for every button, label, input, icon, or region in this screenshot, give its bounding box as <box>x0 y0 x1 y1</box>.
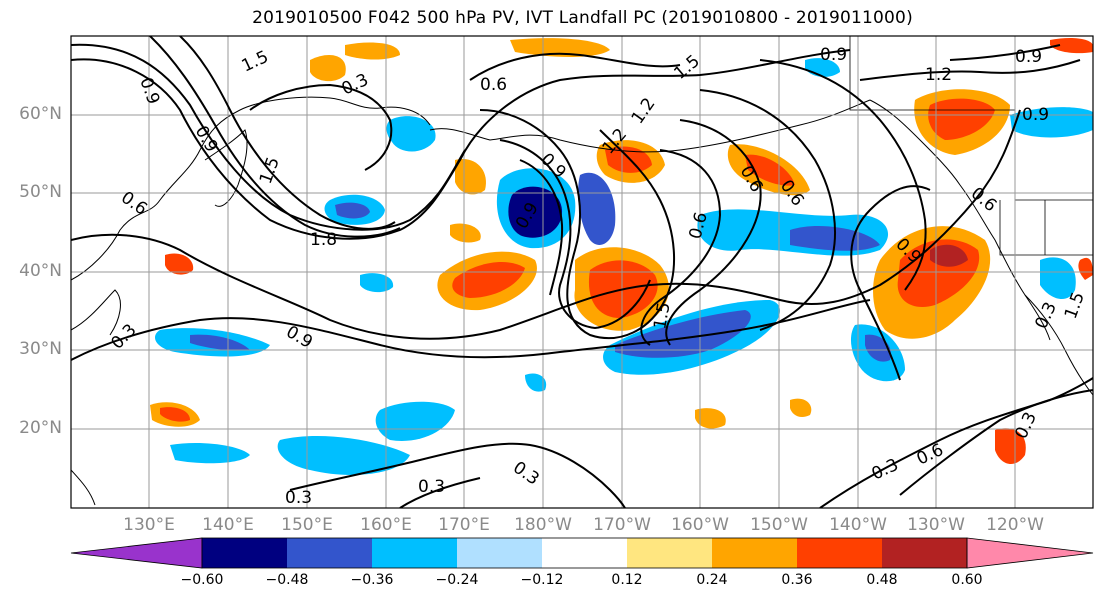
negative-anomaly-region <box>578 172 616 245</box>
contour-label: 0.3 <box>418 477 445 497</box>
positive-anomaly-region <box>165 253 194 275</box>
contour-label: 0.6 <box>480 75 507 95</box>
colorbar-tick-label: −0.60 <box>180 572 224 588</box>
negative-anomaly-core <box>335 202 370 219</box>
positive-anomaly-region <box>310 55 346 82</box>
colorbar-segment <box>457 538 542 568</box>
positive-anomaly-region <box>995 428 1026 465</box>
negative-anomaly-core <box>615 310 751 358</box>
lon-label: 180°W <box>514 515 572 535</box>
lon-label: 130°W <box>907 515 965 535</box>
colorbar-segment <box>797 538 882 568</box>
colorbar-tick-label: 0.48 <box>866 572 898 588</box>
contour-label: 0.3 <box>285 488 312 508</box>
contour-label: 1.2 <box>925 65 952 85</box>
colorbar-tick-label: 0.24 <box>696 572 728 588</box>
lat-label: 30°N <box>19 339 62 359</box>
colorbar-segment <box>882 538 967 568</box>
positive-anomaly-core <box>452 262 525 298</box>
negative-anomaly-region <box>375 401 455 441</box>
pv-contours <box>71 36 1093 508</box>
lon-label: 160°W <box>671 515 729 535</box>
colorbar-segment <box>542 538 627 568</box>
positive-anomaly-core <box>160 407 190 422</box>
negative-anomaly-region <box>1040 257 1076 300</box>
positive-anomaly-region <box>1050 37 1093 54</box>
lon-label: 120°W <box>986 515 1044 535</box>
lon-label: 160°E <box>360 515 412 535</box>
colorbar-tick-label: 0.60 <box>951 572 983 588</box>
lon-label: 170°W <box>593 515 651 535</box>
colorbar-tick-label: −0.36 <box>350 572 394 588</box>
positive-anomaly-core <box>605 146 652 173</box>
colorbar-tick-label: −0.12 <box>520 572 564 588</box>
contour-label: 1.5 <box>650 301 674 331</box>
map-title: 2019010500 F042 500 hPa PV, IVT Landfall… <box>252 8 913 28</box>
positive-anomaly-region <box>695 408 726 429</box>
negative-anomaly-region <box>360 273 394 293</box>
colorbar-segment <box>202 538 287 568</box>
positive-anomaly-core <box>930 244 968 267</box>
contour-label: 0.9 <box>1015 47 1042 67</box>
lat-label: 60°N <box>19 104 62 124</box>
colorbar-extend-low <box>70 537 203 569</box>
colorbar-tick-label: 0.12 <box>611 572 643 588</box>
lat-label: 40°N <box>19 261 62 281</box>
positive-anomaly-region <box>790 398 812 418</box>
positive-anomaly-region <box>510 38 610 57</box>
negative-anomaly-core <box>508 186 563 238</box>
colorbar-segment <box>372 538 457 568</box>
pv-anomaly-shading <box>150 37 1093 475</box>
map-plot: 1.5 0.3 0.6 0.9 1.2 1.5 0.9 1.2 0.6 0.9 … <box>71 36 1093 508</box>
positive-anomaly-region <box>1078 257 1093 280</box>
colorbar-extend-high <box>966 537 1094 569</box>
lon-label: 140°E <box>202 515 254 535</box>
colorbar-tick-label: 0.36 <box>781 572 813 588</box>
positive-anomaly-core <box>745 154 795 186</box>
negative-anomaly-core <box>190 334 250 351</box>
contour-label: 0.9 <box>820 45 847 65</box>
positive-anomaly-region <box>450 223 481 243</box>
map-frame <box>70 35 1094 509</box>
colorbar-tick-label: −0.24 <box>435 572 479 588</box>
colorbar-segment <box>287 538 372 568</box>
lon-label: 150°W <box>750 515 808 535</box>
positive-anomaly-region <box>455 159 486 195</box>
contour-label: 0.9 <box>1022 105 1049 125</box>
colorbar-segment <box>712 538 797 568</box>
lon-label: 140°W <box>829 515 887 535</box>
negative-anomaly-region <box>170 443 250 464</box>
lon-label: 130°E <box>123 515 175 535</box>
negative-anomaly-region <box>525 373 547 392</box>
negative-anomaly-region <box>277 435 410 475</box>
lon-label: 170°E <box>438 515 490 535</box>
lat-label: 20°N <box>19 418 62 438</box>
lon-label: 150°E <box>281 515 333 535</box>
negative-anomaly-region <box>386 116 436 152</box>
colorbar-tick-label: −0.48 <box>265 572 309 588</box>
colorbar <box>70 537 1094 569</box>
positive-anomaly-core <box>928 98 995 140</box>
colorbar-segment <box>627 538 712 568</box>
lat-label: 50°N <box>19 182 62 202</box>
contour-label: 1.8 <box>310 230 337 250</box>
